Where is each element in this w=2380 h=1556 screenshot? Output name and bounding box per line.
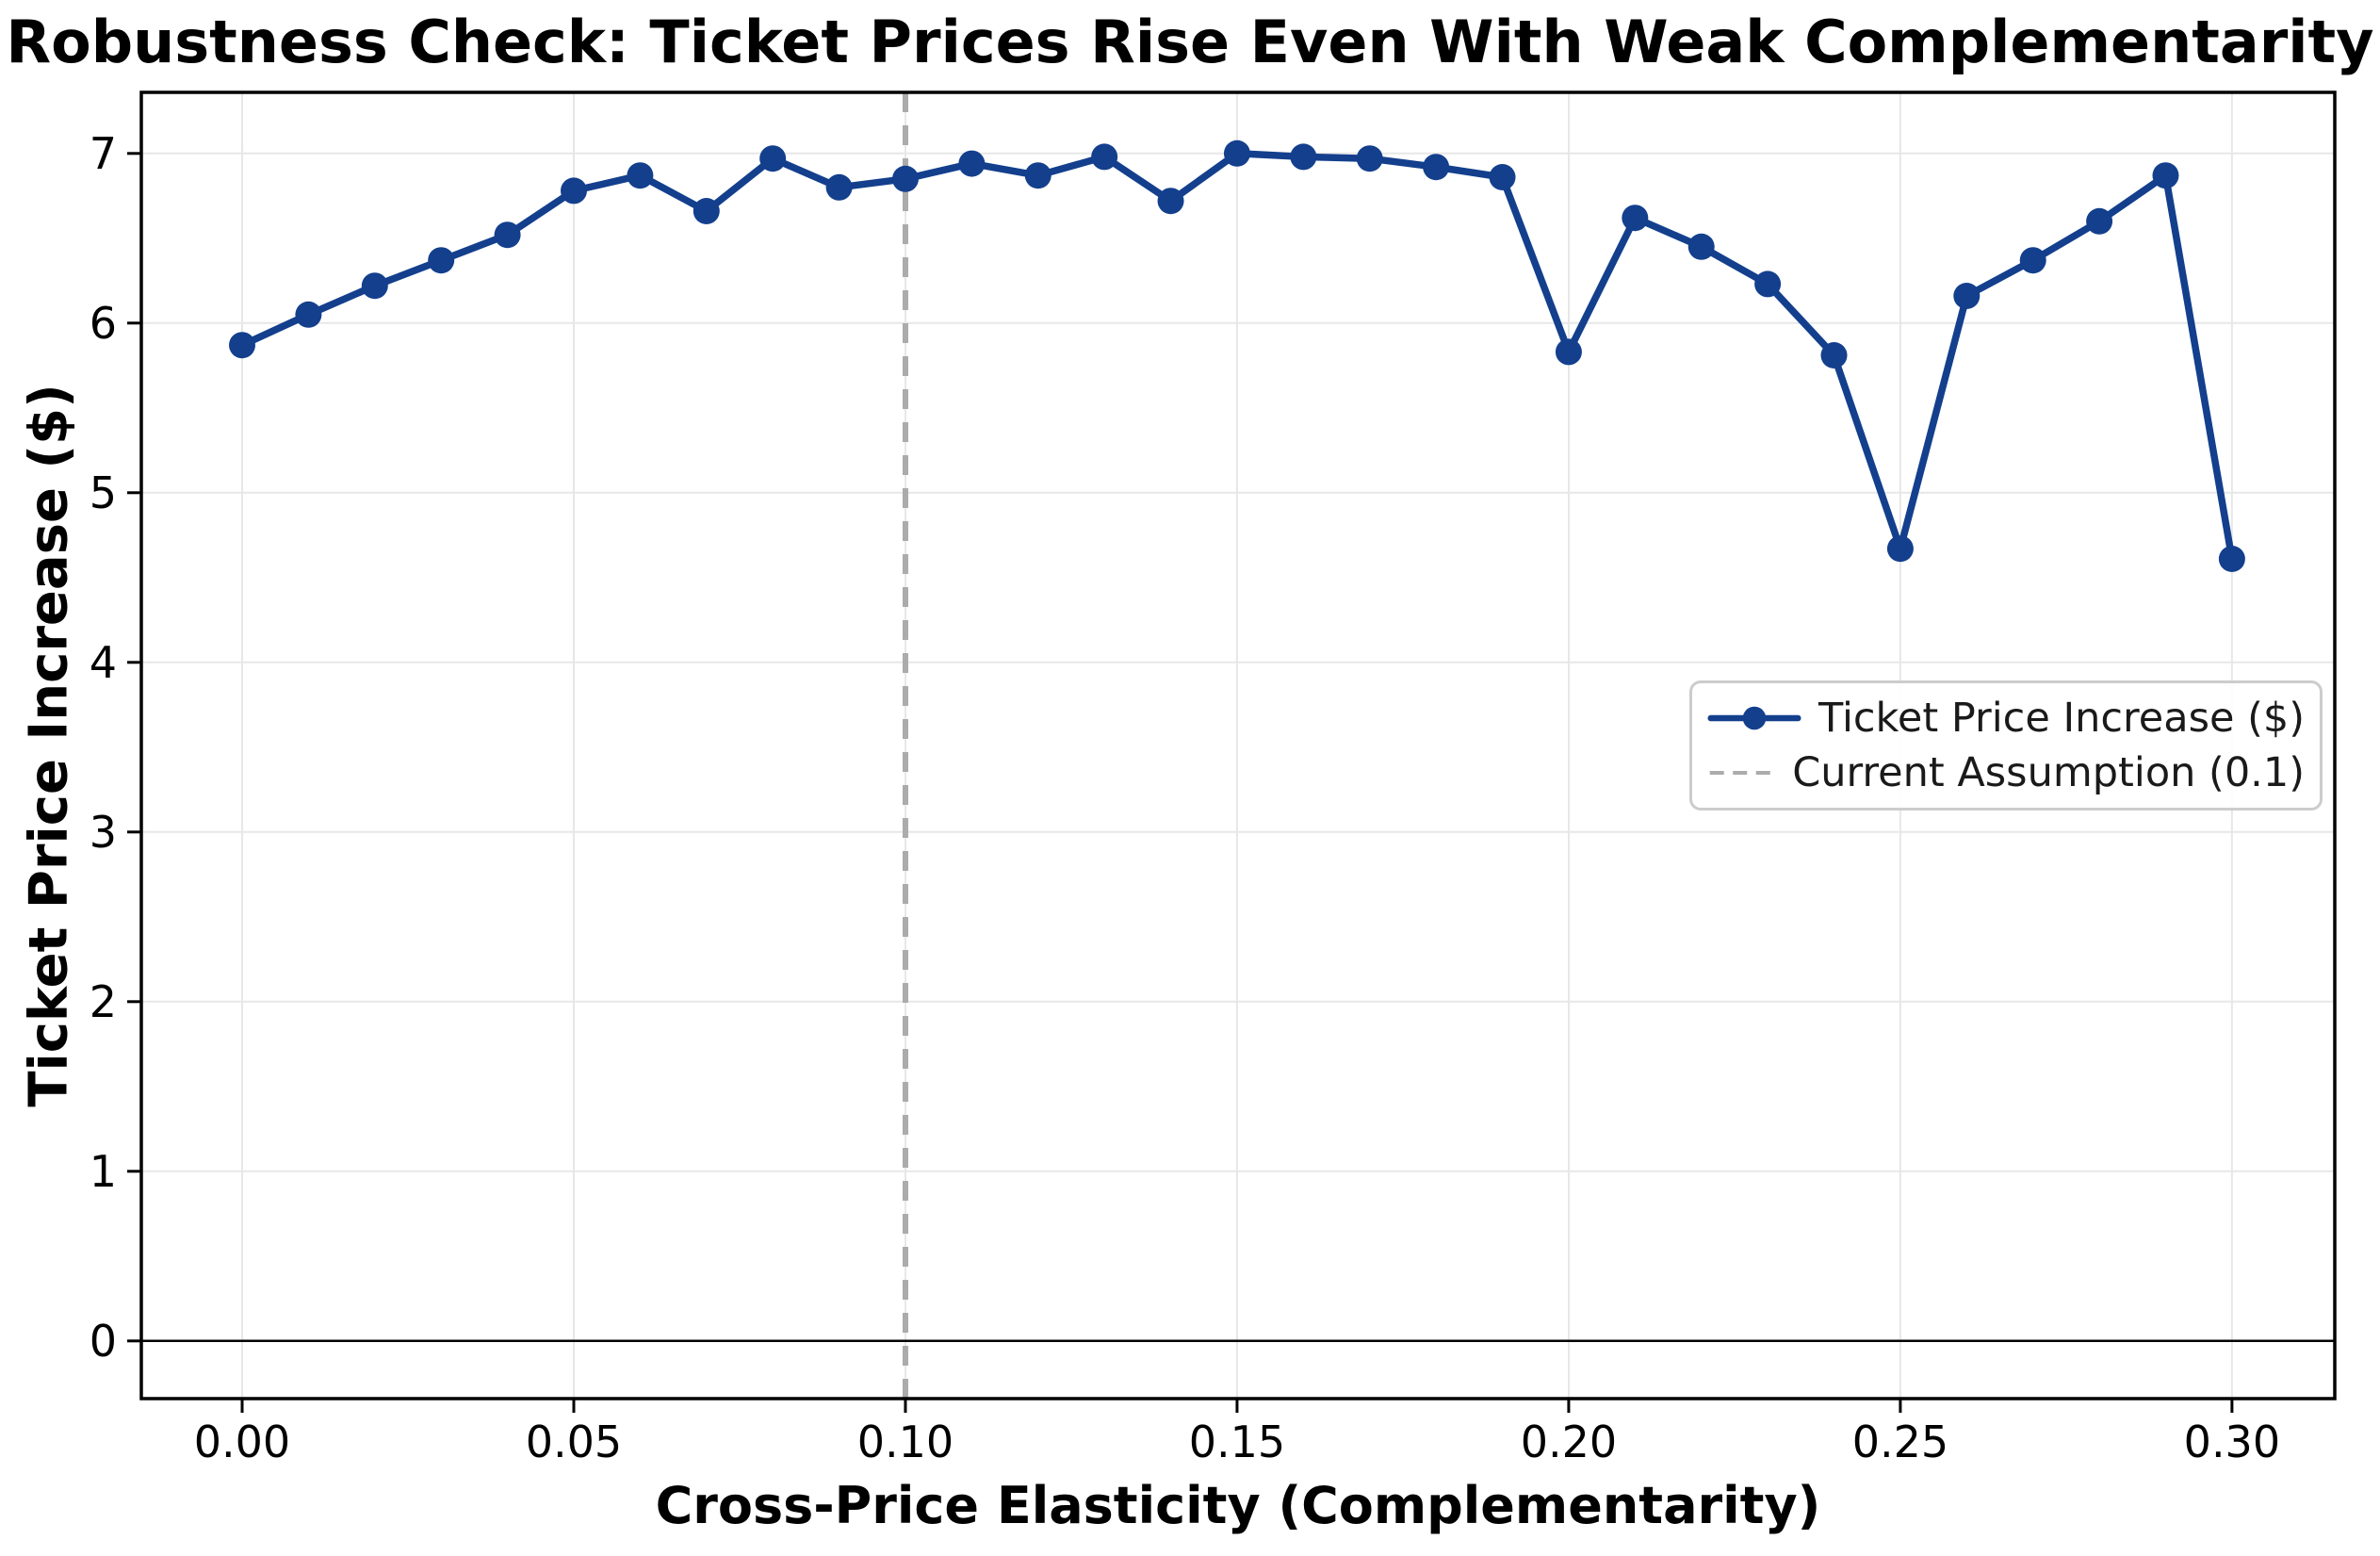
data-point [627,162,654,189]
data-point [825,173,853,201]
x-tick-label: 0.30 [2184,1417,2280,1467]
data-point [2086,207,2113,235]
data-point [295,301,322,328]
data-point [229,332,256,359]
data-point [693,198,720,224]
chart-title: Robustness Check: Ticket Prices Rise Eve… [6,8,2374,76]
legend: Ticket Price Increase ($) Current Assump… [1689,680,2323,811]
x-tick-label: 0.10 [857,1417,954,1467]
y-tick-label: 1 [90,1146,117,1197]
legend-item: Current Assumption (0.1) [1707,749,2305,796]
y-tick-label: 3 [90,807,117,858]
x-tick-label: 0.25 [1852,1417,1948,1467]
x-tick-label: 0.05 [526,1417,622,1467]
data-point [759,145,787,172]
data-point [1886,535,1914,563]
data-point [891,165,919,192]
x-axis-label: Cross-Price Elasticity (Complementarity) [655,1476,1821,1535]
data-point [2152,162,2179,189]
data-point [1820,342,1848,369]
data-point [1423,154,1450,181]
data-point [1687,233,1715,260]
x-tick-label: 0.15 [1189,1417,1285,1467]
y-tick-label: 2 [90,976,117,1027]
data-point [560,177,587,205]
data-point [428,247,455,274]
y-tick-label: 6 [90,298,117,349]
data-point [958,150,986,177]
y-tick-label: 7 [90,128,117,179]
data-point [494,221,521,249]
legend-label-assumption: Current Assumption (0.1) [1792,749,2305,796]
y-tick-label: 5 [90,467,117,518]
data-point [1290,143,1317,171]
data-point [1223,139,1250,167]
data-point [1953,283,1981,309]
data-point [1622,205,1649,232]
data-point [1754,270,1782,298]
legend-item: Ticket Price Increase ($) [1707,695,2305,742]
x-tick-label: 0.00 [194,1417,290,1467]
dashed-line-swatch-icon [1709,770,1773,776]
data-point [1091,143,1118,171]
data-point [361,272,388,300]
y-tick-label: 4 [90,637,117,688]
data-point [2218,546,2245,572]
data-point [1024,162,1051,189]
line-with-marker-swatch-icon [1707,706,1801,730]
data-point [1555,338,1582,366]
data-point [1356,145,1383,172]
data-point [2019,247,2046,274]
x-tick-label: 0.20 [1521,1417,1617,1467]
legend-label-series: Ticket Price Increase ($) [1818,695,2305,742]
data-point [1157,188,1184,215]
data-point [1489,164,1516,190]
y-tick-label: 0 [90,1316,117,1367]
